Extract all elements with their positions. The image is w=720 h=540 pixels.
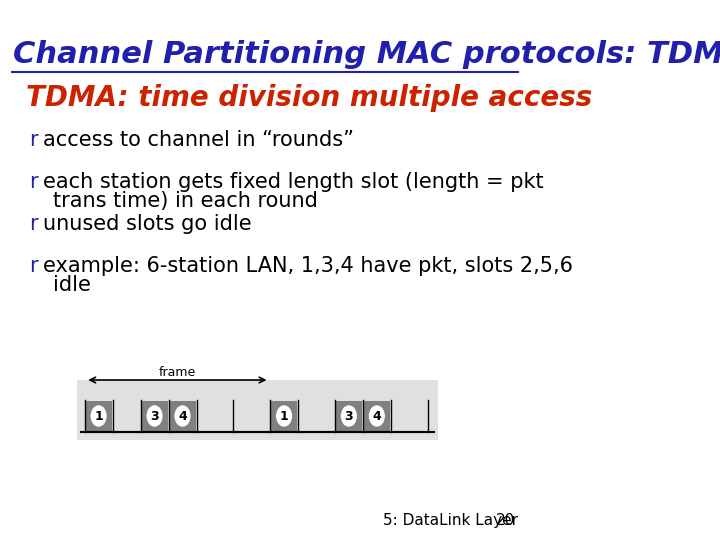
- Text: access to channel in “rounds”: access to channel in “rounds”: [42, 130, 354, 150]
- Text: 1: 1: [94, 409, 103, 422]
- Text: r: r: [30, 256, 38, 276]
- FancyBboxPatch shape: [77, 380, 438, 440]
- Text: unused slots go idle: unused slots go idle: [42, 214, 251, 234]
- Circle shape: [276, 406, 292, 426]
- Text: idle: idle: [53, 275, 91, 295]
- Bar: [336, 401, 362, 431]
- Text: 4: 4: [372, 409, 381, 422]
- Text: r: r: [30, 130, 38, 150]
- Text: trans time) in each round: trans time) in each round: [53, 191, 318, 211]
- Circle shape: [91, 406, 106, 426]
- Text: frame: frame: [158, 366, 196, 379]
- Circle shape: [175, 406, 190, 426]
- Text: r: r: [30, 172, 38, 192]
- Bar: [364, 401, 390, 431]
- Text: each station gets fixed length slot (length = pkt: each station gets fixed length slot (len…: [42, 172, 544, 192]
- Text: 3: 3: [150, 409, 159, 422]
- Text: example: 6-station LAN, 1,3,4 have pkt, slots 2,5,6: example: 6-station LAN, 1,3,4 have pkt, …: [42, 256, 572, 276]
- Bar: [169, 401, 196, 431]
- Circle shape: [369, 406, 384, 426]
- Text: 3: 3: [345, 409, 354, 422]
- Bar: [141, 401, 168, 431]
- Text: Channel Partitioning MAC protocols: TDMA: Channel Partitioning MAC protocols: TDMA: [13, 40, 720, 69]
- Text: TDMA: time division multiple access: TDMA: time division multiple access: [26, 84, 592, 112]
- Text: 5: DataLink Layer: 5: DataLink Layer: [383, 513, 518, 528]
- Text: 4: 4: [178, 409, 187, 422]
- Text: 1: 1: [280, 409, 289, 422]
- Text: 20: 20: [496, 513, 516, 528]
- Circle shape: [341, 406, 356, 426]
- Bar: [271, 401, 297, 431]
- Circle shape: [147, 406, 162, 426]
- Bar: [86, 401, 112, 431]
- Text: r: r: [30, 214, 38, 234]
